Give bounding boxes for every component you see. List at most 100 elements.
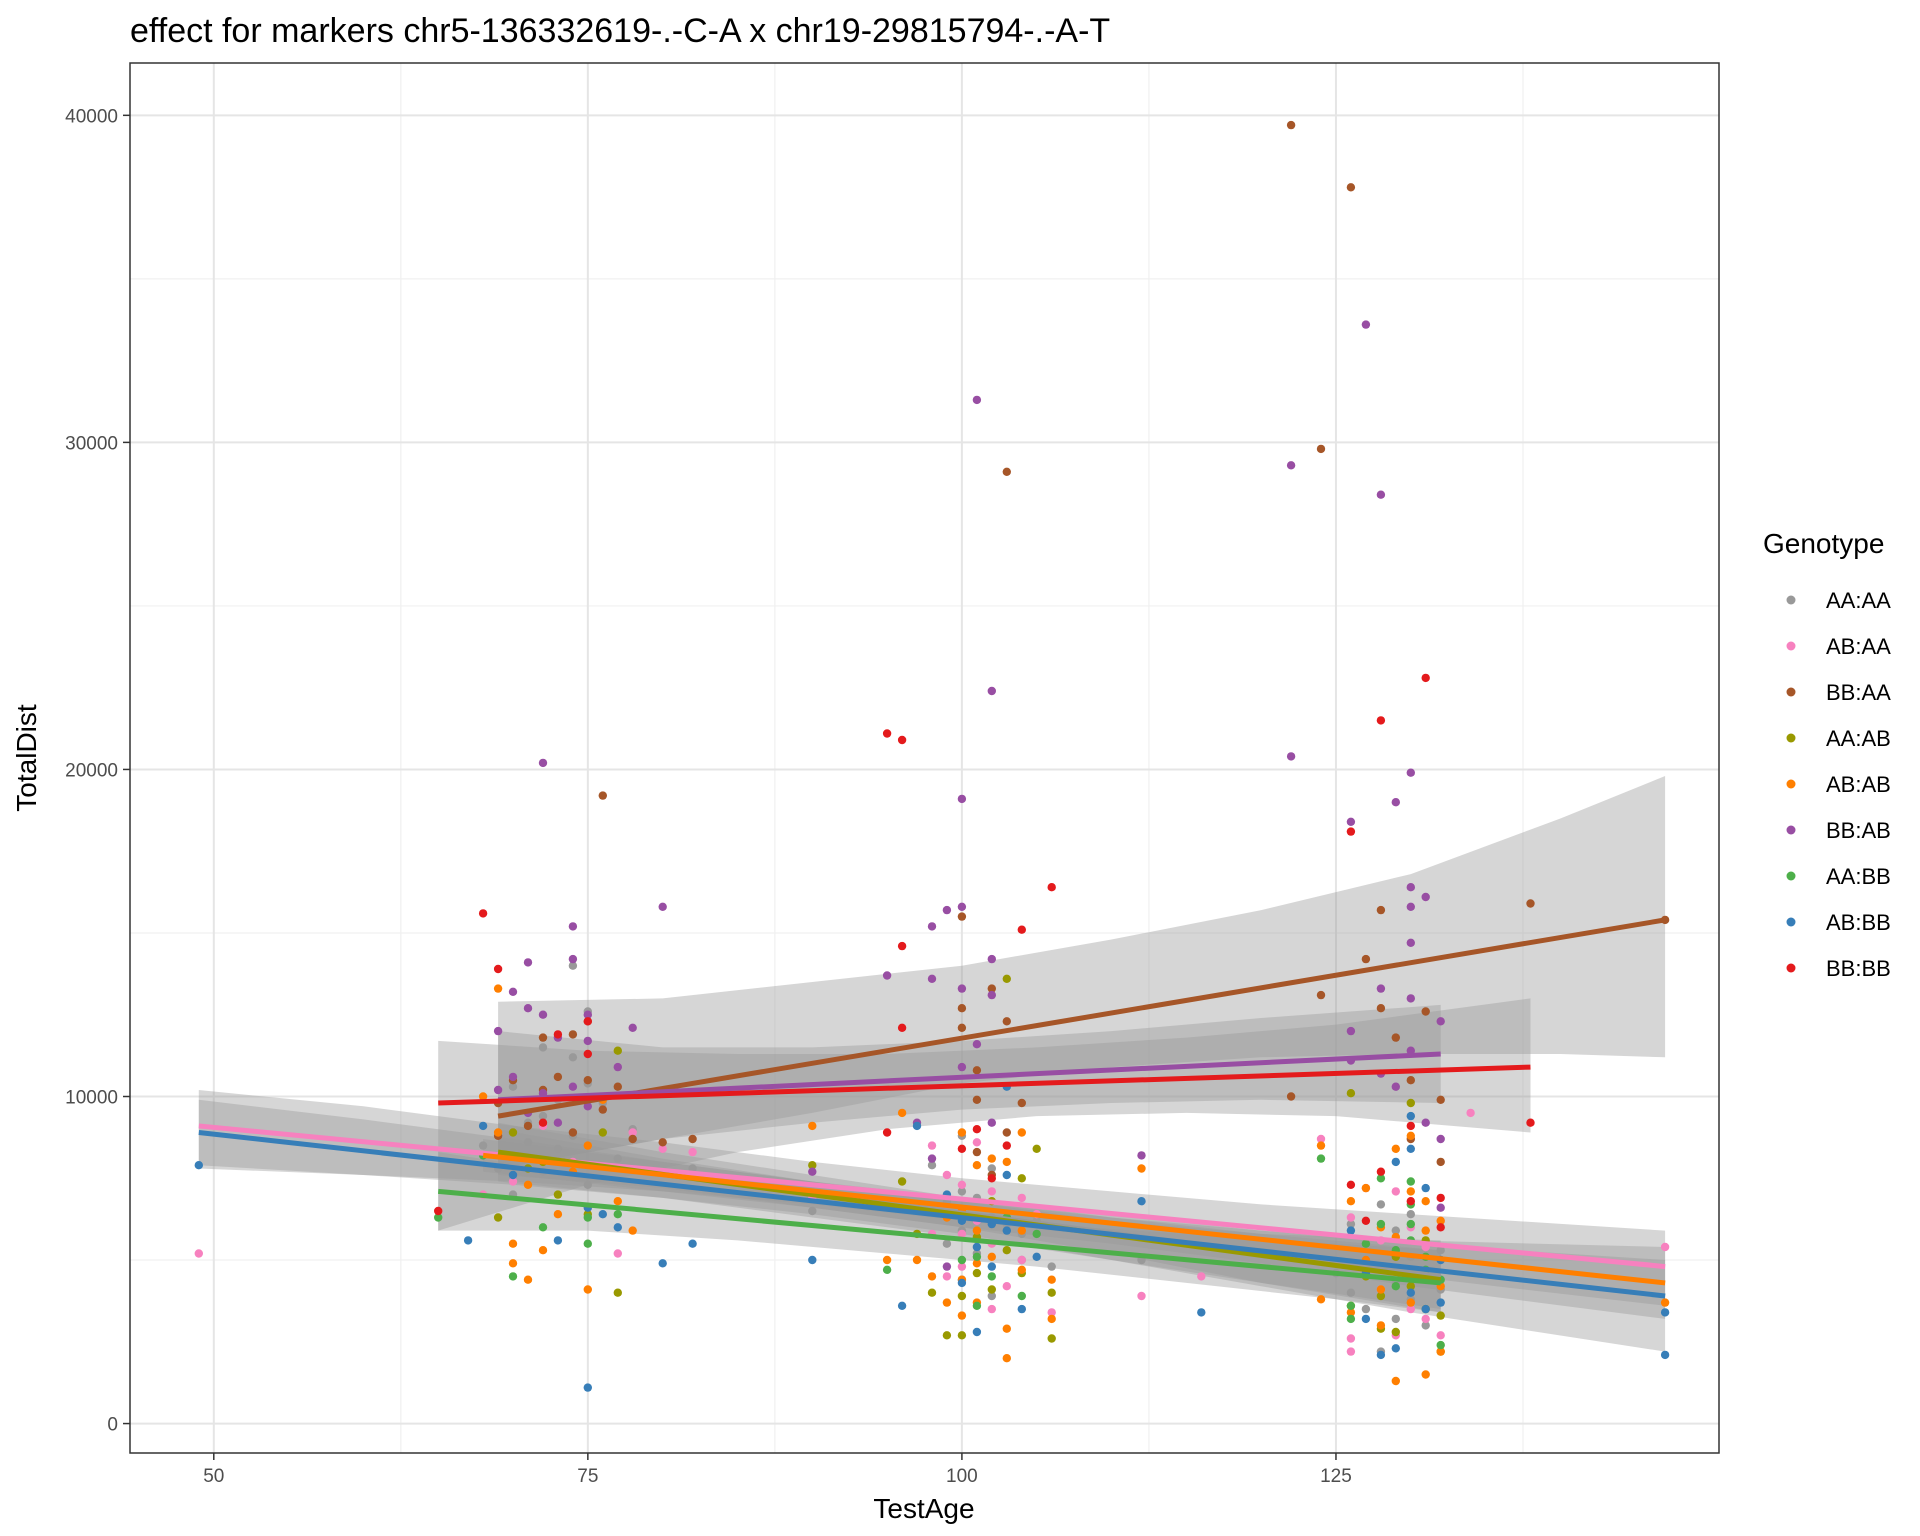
point-AB-BB (1017, 1304, 1026, 1314)
point-AB-AB (523, 1275, 533, 1284)
point-AA-AB (1032, 1144, 1041, 1154)
point-BB-AB (1391, 798, 1401, 807)
point-AA-AA (808, 1206, 817, 1216)
point-AA-AB (1436, 1311, 1445, 1320)
point-BB-AB (882, 971, 892, 980)
point-AB-AB (1391, 1376, 1401, 1386)
point-BB-AA (1002, 1128, 1011, 1137)
point-AA-AB (1376, 1291, 1386, 1301)
point-AA-AA (942, 1239, 952, 1248)
point-AA-BB (1361, 1239, 1371, 1248)
point-AB-AA (1316, 1134, 1326, 1144)
point-BB-BB (1002, 1141, 1011, 1150)
point-BB-AB (1361, 320, 1371, 329)
point-AB-AA (1406, 1304, 1416, 1314)
point-AA-AA (478, 1141, 488, 1150)
point-BB-AB (987, 954, 996, 964)
point-BB-AA (538, 1033, 548, 1042)
point-AB-AB (987, 1252, 996, 1262)
point-BB-AB (508, 987, 518, 996)
legend-label: AB:BB (1826, 910, 1891, 935)
point-AA-AA (1421, 1321, 1430, 1330)
point-AB-AB (1002, 1324, 1011, 1333)
point-AA-AA (1346, 1219, 1356, 1229)
point-AB-AB (808, 1121, 817, 1131)
point-AA-AA (508, 1082, 518, 1091)
point-AA-AA (1391, 1226, 1401, 1235)
point-BB-AB (957, 902, 967, 911)
point-AB-BB (598, 1210, 607, 1219)
point-AB-AB (1361, 1183, 1371, 1193)
point-AA-BB (1316, 1154, 1326, 1163)
legend-key-AB-AB (1786, 779, 1796, 789)
point-BB-AA (1017, 1098, 1026, 1108)
point-BB-AA (1316, 990, 1326, 1000)
point-BB-AB (1406, 883, 1416, 892)
point-AB-AA (972, 1138, 982, 1147)
point-BB-BB (987, 1174, 996, 1183)
point-BB-AB (808, 1167, 817, 1176)
point-AB-BB (658, 1259, 667, 1268)
point-BB-AB (987, 686, 996, 696)
point-AB-AA (658, 1144, 667, 1154)
trend-line-BB-BB (438, 1064, 1531, 1106)
point-AA-AB (957, 1331, 967, 1340)
point-AB-AB (1421, 1226, 1430, 1235)
point-AB-AB (1047, 1275, 1056, 1284)
legend-key-AA-AA (1786, 595, 1796, 605)
confidence-band-BB-AA (498, 776, 1666, 1169)
legend-key-AA-BB (1786, 871, 1796, 881)
point-AA-AB (598, 1128, 607, 1137)
point-AA-AA (1346, 1288, 1356, 1297)
point-AB-BB (897, 1301, 907, 1311)
point-AB-AB (942, 1298, 952, 1307)
point-AB-AB (508, 1239, 518, 1248)
point-BB-AA (1421, 1007, 1430, 1016)
x-tick-label: 100 (946, 1466, 978, 1487)
point-AA-AA (1361, 1304, 1371, 1314)
x-tick-label: 75 (577, 1466, 598, 1487)
point-BB-AA (1376, 1004, 1386, 1013)
legend-label: AB:AB (1826, 772, 1891, 797)
point-AB-AA (1660, 1242, 1670, 1252)
point-BB-AA (972, 1066, 982, 1075)
point-AB-AA (1197, 1272, 1206, 1281)
point-AA-AA (1376, 1200, 1386, 1209)
point-AB-AB (1047, 1314, 1056, 1324)
point-BB-AA (957, 912, 967, 921)
point-AB-AB (1660, 1298, 1670, 1307)
point-AA-AA (613, 1154, 622, 1163)
point-BB-AB (628, 1023, 637, 1032)
point-AB-AB (1316, 1141, 1326, 1150)
point-AB-AB (493, 1128, 503, 1137)
point-AB-AB (583, 1141, 592, 1150)
point-AB-AB (1406, 1298, 1416, 1307)
point-BB-AA (598, 791, 607, 800)
point-AB-BB (957, 1278, 967, 1288)
point-AB-AA (1421, 1314, 1430, 1324)
point-BB-BB (1406, 1121, 1416, 1131)
point-BB-AB (493, 1026, 503, 1036)
point-AB-BB (1436, 1298, 1445, 1307)
legend-label: BB:AA (1826, 680, 1891, 705)
point-AA-AB (613, 1288, 622, 1297)
point-AA-BB (1376, 1174, 1386, 1183)
point-AB-AA (957, 1262, 967, 1271)
point-BB-AA (1286, 1092, 1296, 1101)
point-BB-AB (1406, 1046, 1416, 1055)
legend-key-AA-AB (1786, 733, 1796, 743)
point-BB-AA (1526, 899, 1535, 908)
point-AB-BB (1391, 1344, 1401, 1353)
point-AA-BB (972, 1252, 982, 1262)
point-BB-BB (882, 1128, 892, 1137)
x-tick-label: 125 (1320, 1466, 1352, 1487)
legend-label: AA:BB (1826, 864, 1891, 889)
point-BB-AA (658, 1138, 667, 1147)
point-AB-BB (1406, 1288, 1416, 1297)
point-AA-AB (808, 1161, 817, 1170)
point-AA-BB (957, 1255, 967, 1265)
point-BB-AB (1406, 938, 1416, 947)
point-BB-BB (897, 735, 907, 745)
point-AB-BB (1361, 1314, 1371, 1324)
point-AB-AA (1391, 1187, 1401, 1196)
